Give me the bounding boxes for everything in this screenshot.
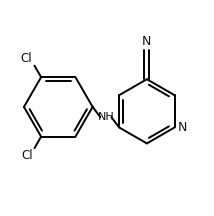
Text: NH: NH xyxy=(97,112,114,122)
Text: N: N xyxy=(177,121,187,134)
Text: Cl: Cl xyxy=(21,52,32,65)
Text: N: N xyxy=(142,35,152,48)
Text: Cl: Cl xyxy=(22,149,33,162)
